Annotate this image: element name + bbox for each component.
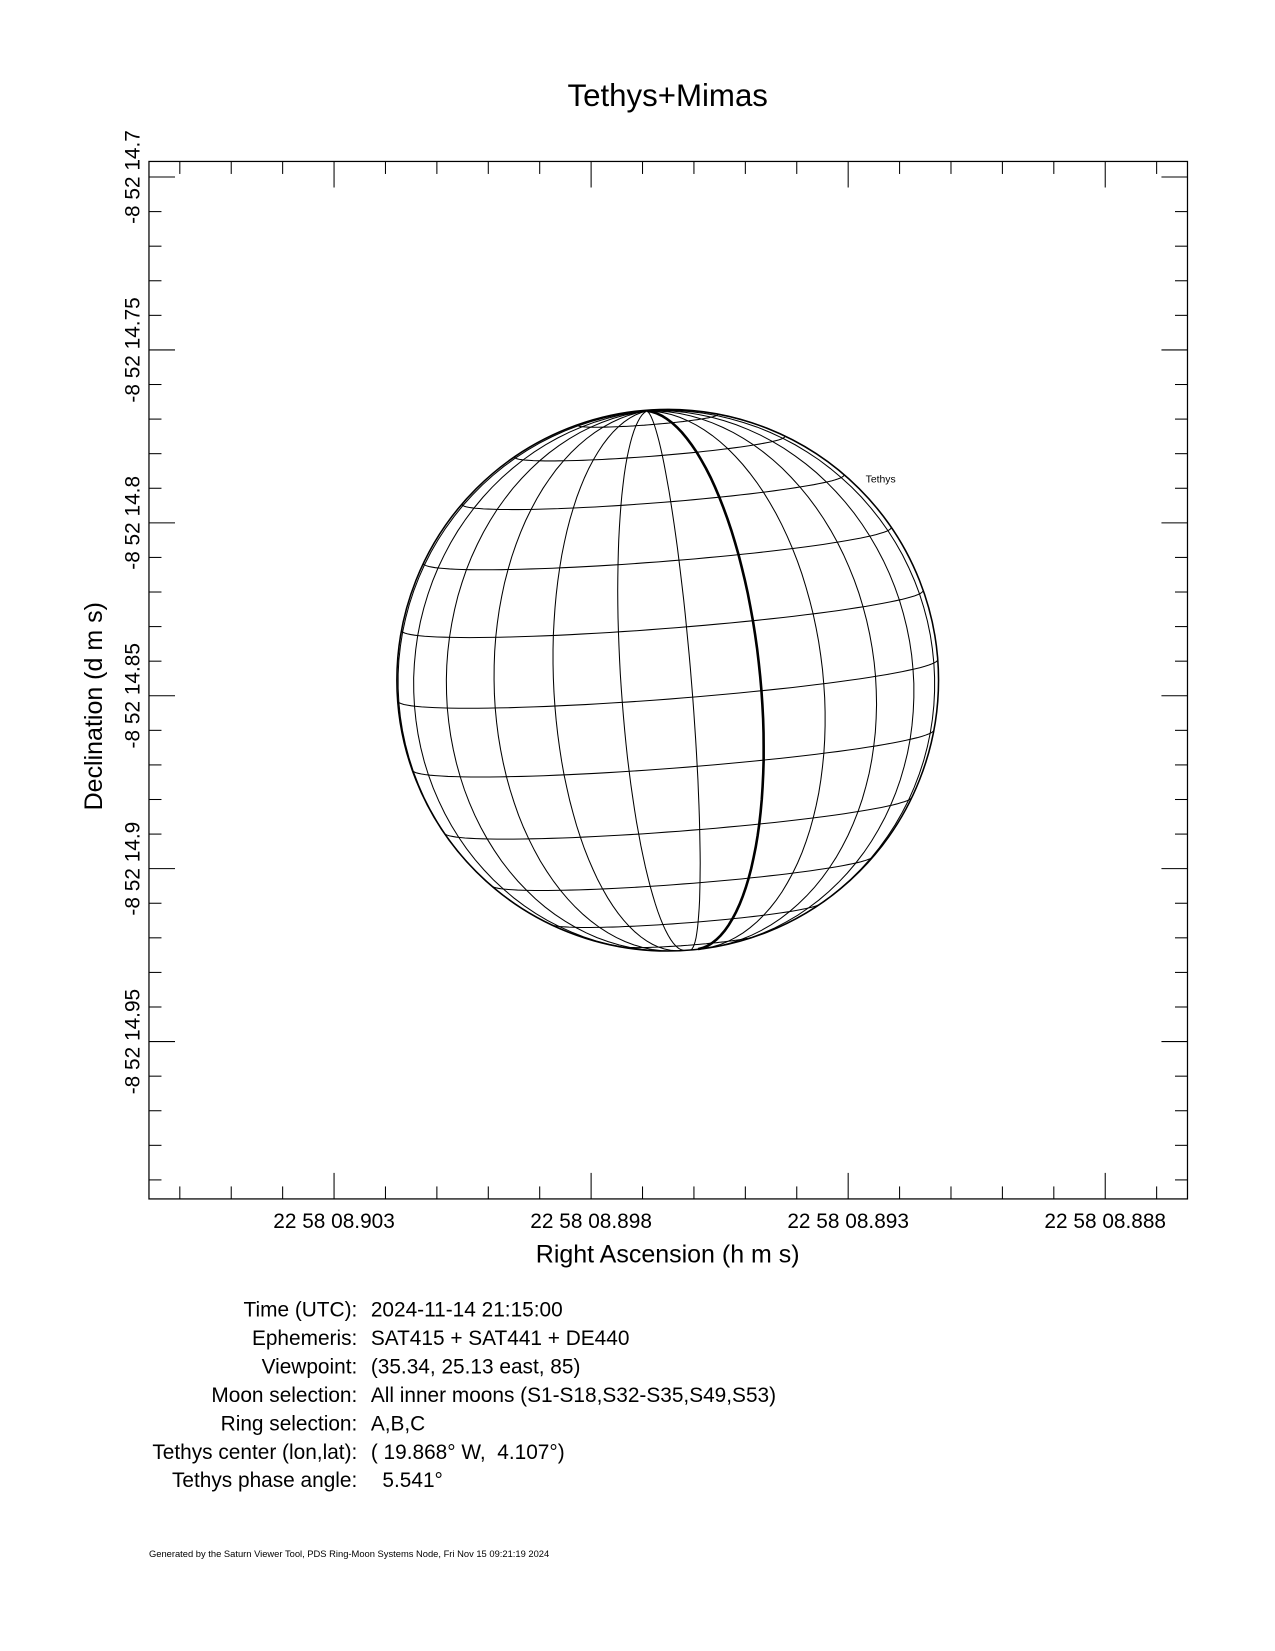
x-tick-label: 22 58 08.888 <box>1044 1210 1166 1233</box>
globe-line <box>412 730 935 778</box>
y-tick-label: -8 52 14.7 <box>122 130 145 224</box>
info-block: Time (UTC): 2024-11-14 21:15:00 Ephemeris:… <box>152 1299 776 1493</box>
chart-title: Tethys+Mimas <box>567 78 767 113</box>
x-tick-label: 22 58 08.903 <box>273 1210 395 1233</box>
globe-line <box>552 904 820 928</box>
info-label: Time (UTC): <box>244 1299 358 1322</box>
globe-line <box>401 590 924 639</box>
globe-limb <box>396 408 940 952</box>
globe-line <box>492 857 873 892</box>
info-value: SAT415 + SAT441 + DE440 <box>371 1327 630 1350</box>
y-axis-label: Declination (d m s) <box>80 602 108 810</box>
globe-line <box>445 410 654 952</box>
info-label: Ephemeris: <box>252 1327 357 1350</box>
globe-line <box>646 410 915 942</box>
globe-line <box>617 410 684 951</box>
globe-line <box>514 435 786 462</box>
globe-line <box>646 409 765 951</box>
info-label: Tethys phase angle: <box>172 1469 357 1492</box>
y-tick-label: -8 52 14.75 <box>122 297 145 402</box>
globe-line <box>397 659 939 709</box>
globe-line <box>646 410 826 949</box>
info-value: All inner moons (S1-S18,S32-S35,S49,S53) <box>371 1384 776 1407</box>
globe-line <box>493 410 671 952</box>
globe-line <box>646 410 878 947</box>
info-value: A,B,C <box>371 1412 425 1435</box>
globe-line <box>397 410 648 905</box>
y-tick-label: -8 52 14.9 <box>122 822 145 916</box>
plot-frame <box>148 160 1189 1200</box>
globe <box>396 408 940 952</box>
info-value: (35.34, 25.13 east, 85) <box>371 1356 581 1379</box>
globe-line <box>552 410 677 952</box>
info-label: Viewpoint: <box>262 1356 358 1379</box>
globe-line <box>422 527 892 571</box>
info-label: Moon selection: <box>211 1384 357 1407</box>
info-value: 2024-11-14 21:15:00 <box>371 1299 563 1322</box>
y-tick-label: -8 52 14.85 <box>122 643 145 748</box>
x-axis-label: Right Ascension (h m s) <box>536 1240 800 1268</box>
x-tick-label: 22 58 08.898 <box>530 1210 652 1233</box>
globe-line <box>646 410 701 951</box>
info-label: Ring selection: <box>221 1412 358 1435</box>
annotation: Tethys <box>866 474 896 485</box>
y-tick-label: -8 52 14.8 <box>122 476 145 570</box>
y-tick-label: -8 52 14.95 <box>122 989 145 1094</box>
globe-line <box>413 410 648 950</box>
info-label: Tethys center (lon,lat): <box>152 1441 357 1464</box>
info-value: ( 19.868° W, 4.107°) <box>371 1441 565 1464</box>
globe-line <box>444 797 913 840</box>
x-tick-label: 22 58 08.893 <box>787 1210 909 1233</box>
info-value: 5.541° <box>371 1469 443 1492</box>
footer: Generated by the Saturn Viewer Tool, PDS… <box>149 1549 549 1559</box>
globe-line <box>461 474 845 511</box>
globe-line <box>646 409 936 920</box>
